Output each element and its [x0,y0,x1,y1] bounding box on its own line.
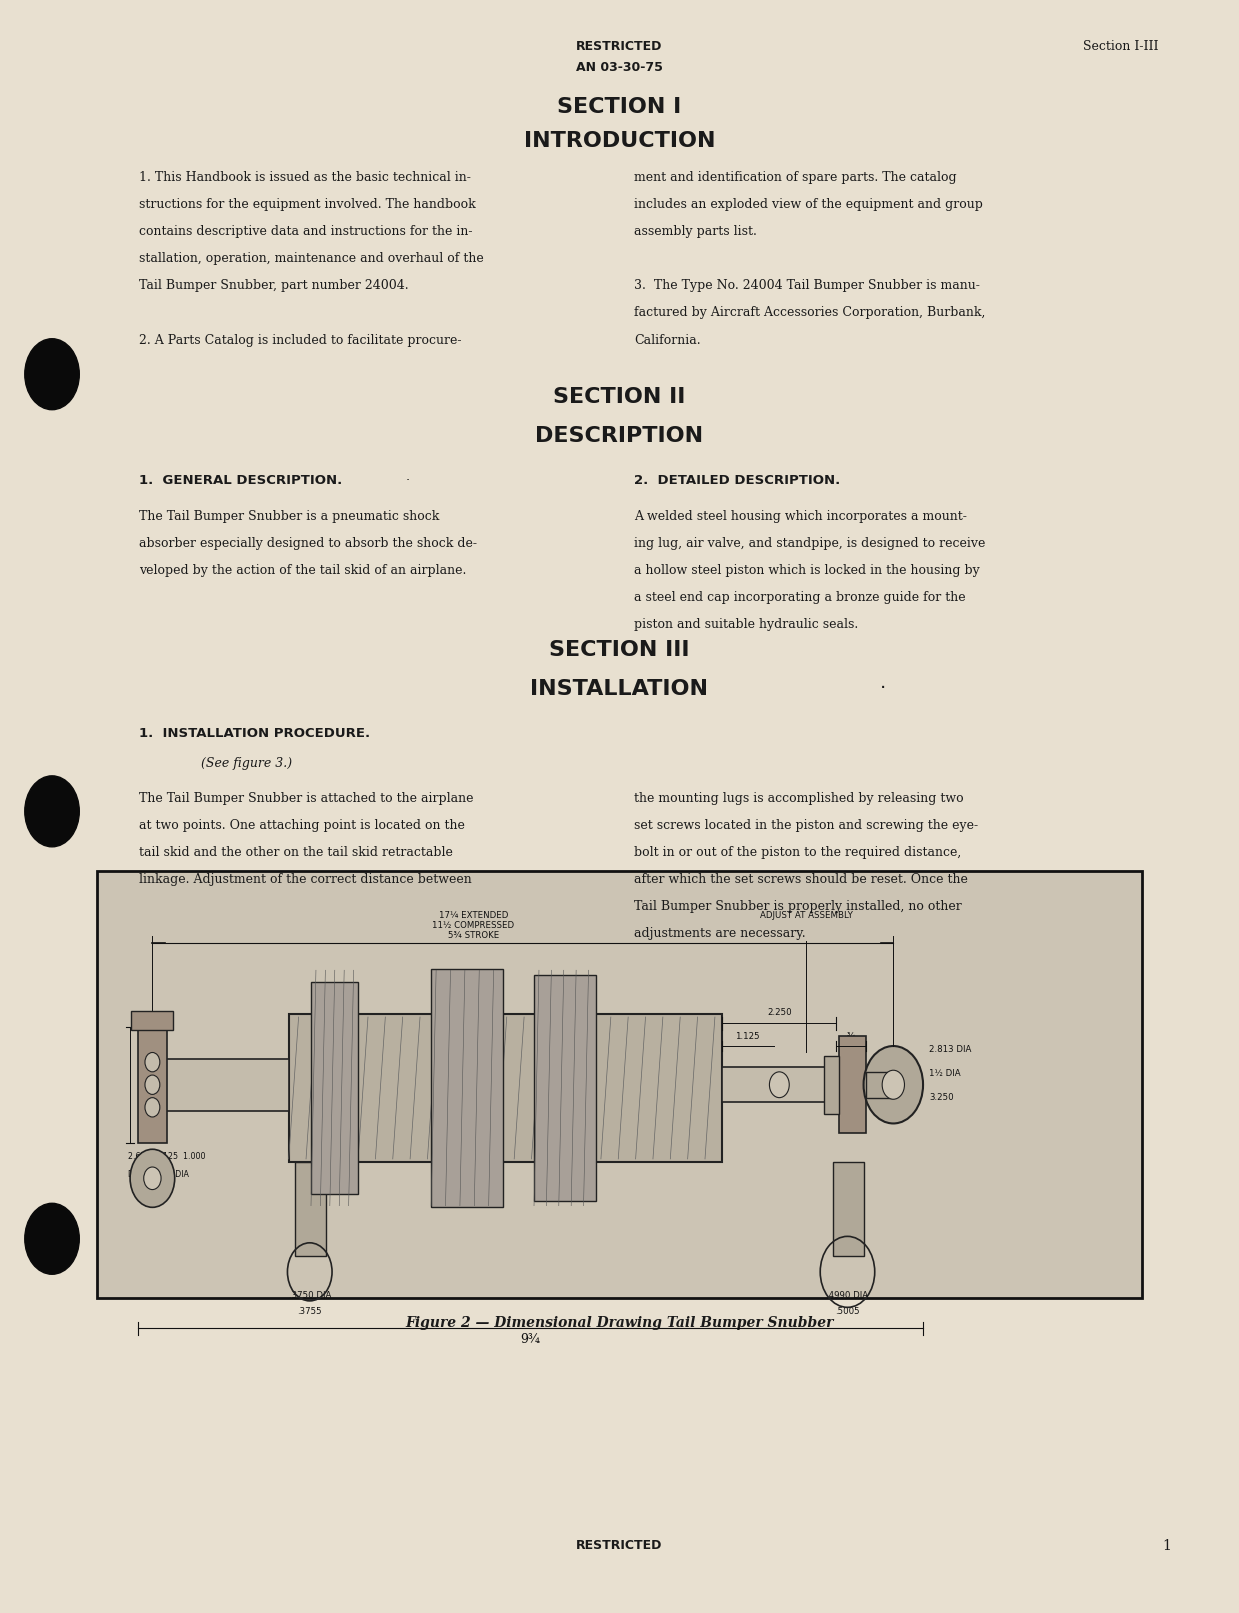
Circle shape [145,1097,160,1118]
Bar [824,1057,839,1113]
Circle shape [864,1045,923,1123]
Text: Section I-III: Section I-III [1083,40,1158,53]
Text: 5¾ STROKE: 5¾ STROKE [447,931,499,939]
Text: 1: 1 [1162,1539,1171,1553]
Bar [722,1068,836,1103]
Bar [138,1027,167,1142]
Text: 11½ COMPRESSED: 11½ COMPRESSED [432,921,514,929]
Text: AN 03-30-75: AN 03-30-75 [576,61,663,74]
Text: 2.813 DIA: 2.813 DIA [929,1045,971,1053]
Text: Tail Bumper Snubber is properly installed, no other: Tail Bumper Snubber is properly installe… [634,900,963,913]
Bar [833,1161,864,1255]
Circle shape [882,1071,904,1100]
Text: piston and suitable hydraulic seals.: piston and suitable hydraulic seals. [634,618,859,631]
Text: ·: · [405,474,409,487]
Bar [431,968,503,1207]
Text: The Tail Bumper Snubber is a pneumatic shock: The Tail Bumper Snubber is a pneumatic s… [139,510,439,523]
Text: .4990 DIA: .4990 DIA [826,1290,869,1300]
Bar [295,1161,326,1255]
Bar [311,981,358,1194]
Text: bolt in or out of the piston to the required distance,: bolt in or out of the piston to the requ… [634,847,961,860]
Text: after which the set screws should be reset. Once the: after which the set screws should be res… [634,873,968,886]
Text: adjustments are necessary.: adjustments are necessary. [634,927,807,940]
Text: Figure 2 — Dimensional Drawing Tail Bumper Snubber: Figure 2 — Dimensional Drawing Tail Bump… [405,1316,834,1331]
Circle shape [145,1052,160,1071]
Text: INSTALLATION: INSTALLATION [530,679,709,698]
Text: structions for the equipment involved. The handbook: structions for the equipment involved. T… [139,198,476,211]
Text: 2.250: 2.250 [767,1008,792,1018]
Text: DESCRIPTION: DESCRIPTION [535,426,704,445]
Text: includes an exploded view of the equipment and group: includes an exploded view of the equipme… [634,198,984,211]
Circle shape [130,1148,175,1207]
Text: stallation, operation, maintenance and overhaul of the: stallation, operation, maintenance and o… [139,252,483,265]
Text: 2. A Parts Catalog is included to facilitate procure-: 2. A Parts Catalog is included to facili… [139,334,461,347]
Text: tail skid and the other on the tail skid retractable: tail skid and the other on the tail skid… [139,847,452,860]
Text: assembly parts list.: assembly parts list. [634,226,757,239]
Text: 1.  INSTALLATION PROCEDURE.: 1. INSTALLATION PROCEDURE. [139,727,370,740]
Text: .3750 DIA: .3750 DIA [289,1290,331,1300]
Text: 9¾: 9¾ [520,1332,540,1347]
Text: 17¼ EXTENDED: 17¼ EXTENDED [439,911,508,919]
Bar [839,1037,866,1132]
Text: .5005: .5005 [835,1307,860,1316]
Text: A welded steel housing which incorporates a mount-: A welded steel housing which incorporate… [634,510,968,523]
Text: the mounting lugs is accomplished by releasing two: the mounting lugs is accomplished by rel… [634,792,964,805]
Text: 1. This Handbook is issued as the basic technical in-: 1. This Handbook is issued as the basic … [139,171,471,184]
Text: .3755: .3755 [297,1307,322,1316]
Text: California.: California. [634,334,701,347]
Text: contains descriptive data and instructions for the in-: contains descriptive data and instructio… [139,226,472,239]
Text: ment and identification of spare parts. The catalog: ment and identification of spare parts. … [634,171,957,184]
Text: INTRODUCTION: INTRODUCTION [524,131,715,150]
Circle shape [25,776,79,847]
Text: SECTION III: SECTION III [549,640,690,660]
Text: RESTRICTED: RESTRICTED [576,40,663,53]
Bar [534,974,596,1200]
Text: RESTRICTED: RESTRICTED [576,1539,663,1552]
Circle shape [25,1203,79,1274]
Text: ·: · [880,679,886,698]
Text: ADJUST AT ASSEMBLY: ADJUST AT ASSEMBLY [760,911,852,919]
Text: ¾: ¾ [847,1032,855,1042]
Text: 3.  The Type No. 24004 Tail Bumper Snubber is manu-: 3. The Type No. 24004 Tail Bumper Snubbe… [634,279,980,292]
Text: set screws located in the piston and screwing the eye-: set screws located in the piston and scr… [634,819,979,832]
Text: ing lug, air valve, and standpipe, is designed to receive: ing lug, air valve, and standpipe, is de… [634,537,986,550]
Text: 1.  GENERAL DESCRIPTION.: 1. GENERAL DESCRIPTION. [139,474,342,487]
Text: 2.625  1.125  1.000: 2.625 1.125 1.000 [128,1152,206,1161]
Bar [131,1010,173,1031]
Text: SECTION II: SECTION II [554,387,685,406]
Text: linkage. Adjustment of the correct distance between: linkage. Adjustment of the correct dista… [139,873,472,886]
Text: (See figure 3.): (See figure 3.) [201,756,292,771]
Circle shape [25,339,79,410]
Text: The Tail Bumper Snubber is attached to the airplane: The Tail Bumper Snubber is attached to t… [139,792,473,805]
Text: a hollow steel piston which is locked in the housing by: a hollow steel piston which is locked in… [634,565,980,577]
Text: 1.125: 1.125 [735,1032,760,1042]
Circle shape [145,1074,160,1094]
Text: 1½ DIA: 1½ DIA [929,1069,961,1077]
Text: veloped by the action of the tail skid of an airplane.: veloped by the action of the tail skid o… [139,565,466,577]
Text: factured by Aircraft Accessories Corporation, Burbank,: factured by Aircraft Accessories Corpora… [634,306,986,319]
Circle shape [144,1168,161,1190]
Bar [866,1071,893,1097]
Text: absorber especially designed to absorb the shock de-: absorber especially designed to absorb t… [139,537,477,550]
Text: a steel end cap incorporating a bronze guide for the: a steel end cap incorporating a bronze g… [634,590,966,603]
Circle shape [769,1071,789,1097]
Text: SECTION I: SECTION I [558,97,681,116]
Text: Tail Bumper Snubber, part number 24004.: Tail Bumper Snubber, part number 24004. [139,279,409,292]
Text: DIA    DIA    DIA: DIA DIA DIA [128,1171,188,1179]
Text: at two points. One attaching point is located on the: at two points. One attaching point is lo… [139,819,465,832]
Bar [289,1015,722,1161]
Bar [97,871,1142,1298]
Bar [165,1058,289,1110]
Text: 2.  DETAILED DESCRIPTION.: 2. DETAILED DESCRIPTION. [634,474,840,487]
Text: 3.250: 3.250 [929,1094,954,1102]
